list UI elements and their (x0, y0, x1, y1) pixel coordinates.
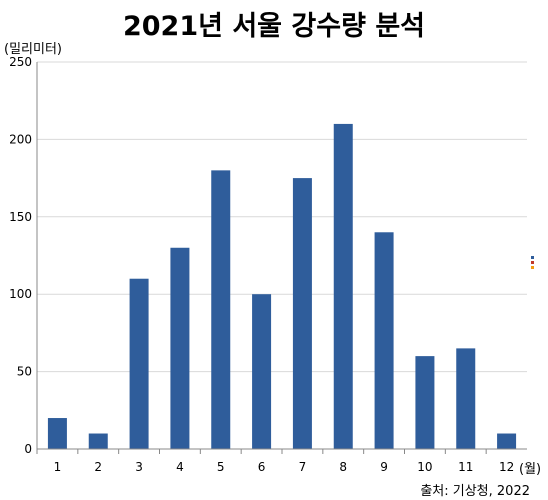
axes (36, 62, 527, 450)
bar-month-11 (456, 348, 476, 449)
bar-month-3 (129, 278, 149, 449)
x-tick-label: 12 (499, 460, 514, 474)
source-note: 출처: 기상청, 2022 (420, 484, 530, 499)
bar-month-4 (170, 247, 190, 449)
x-tick-label: 8 (339, 460, 347, 474)
y-tick-label: 100 (9, 287, 32, 301)
bar-month-2 (88, 433, 108, 449)
bar-series (47, 123, 517, 450)
bar-month-7 (292, 178, 312, 449)
y-tick-labels: 0 50 100 150 200 250 (9, 55, 32, 456)
legend (531, 256, 537, 271)
x-tick-label: 10 (417, 460, 432, 474)
bar-month-5 (211, 170, 231, 450)
y-tick-label: 50 (17, 365, 32, 379)
x-tick-label: 11 (458, 460, 473, 474)
y-axis-label: (밀리미터) (4, 42, 62, 57)
bar-month-10 (415, 356, 435, 449)
x-axis-label: (월) (519, 462, 542, 477)
chart-title: 2021년 서울 강수량 분석 (122, 11, 426, 42)
bar-month-6 (252, 294, 272, 449)
bar-month-8 (333, 123, 353, 450)
x-tick-label: 5 (217, 460, 225, 474)
x-tick-label: 4 (176, 460, 184, 474)
y-tick-label: 200 (9, 132, 32, 146)
legend-swatch-2 (531, 261, 534, 264)
y-tick-label: 0 (24, 442, 32, 456)
x-tick-label: 6 (258, 460, 266, 474)
bar-month-9 (374, 232, 394, 449)
bar-month-12 (497, 433, 517, 449)
gridlines (37, 61, 527, 373)
x-tick-label: 9 (380, 460, 388, 474)
x-tick-label: 2 (94, 460, 102, 474)
legend-swatch-3 (531, 266, 534, 269)
x-tick-label: 3 (135, 460, 143, 474)
x-tick-labels: 1 2 3 4 5 6 7 8 9 10 11 12 (36, 449, 514, 474)
x-tick-label: 7 (299, 460, 307, 474)
y-tick-label: 250 (9, 55, 32, 69)
bar-month-1 (47, 418, 67, 449)
y-tick-label: 150 (9, 210, 32, 224)
x-tick-label: 1 (54, 460, 62, 474)
legend-swatch-1 (531, 256, 534, 259)
